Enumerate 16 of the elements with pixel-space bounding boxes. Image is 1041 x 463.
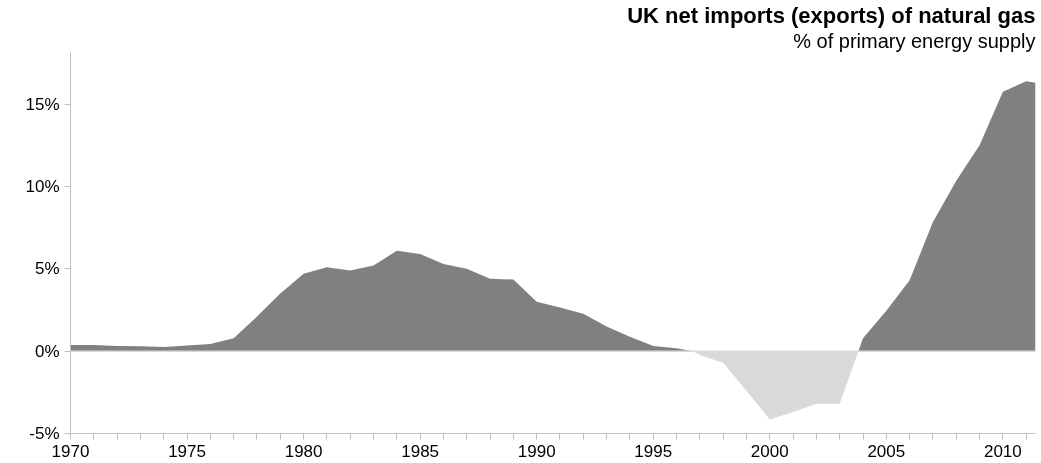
x-tick-label: 1985: [401, 441, 440, 461]
y-tick-label: -5%: [29, 424, 60, 443]
x-tick-label: 1970: [51, 441, 90, 461]
y-tick-label: 0%: [34, 341, 60, 361]
x-tick-label: 1980: [284, 441, 323, 461]
x-tick-label: 2010: [983, 441, 1022, 461]
x-tick-label: 1995: [634, 441, 673, 461]
chart-title: UK net imports (exports) of natural gas: [627, 2, 1036, 28]
x-tick-label: 1975: [168, 441, 206, 461]
y-tick-label: 5%: [34, 259, 60, 279]
y-tick-label: 10%: [25, 177, 60, 197]
x-tick-label: 2000: [750, 441, 789, 461]
x-tick-label: 2005: [867, 441, 906, 461]
y-tick-label: 15%: [25, 94, 60, 114]
x-tick-label: 1990: [517, 441, 556, 461]
chart-subtitle: % of primary energy supply: [793, 29, 1036, 52]
